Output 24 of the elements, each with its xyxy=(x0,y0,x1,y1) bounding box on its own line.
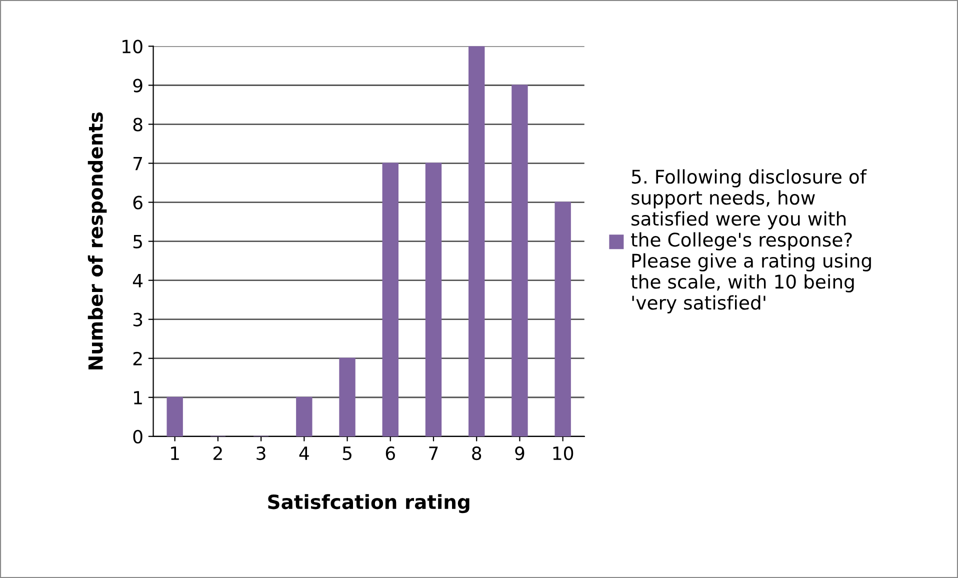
x-tick-label: 7 xyxy=(429,446,438,460)
x-tick-label: 2 xyxy=(214,446,222,460)
y-tick-label: 6 xyxy=(133,196,142,210)
y-tick-label: 4 xyxy=(132,274,143,288)
y-tick-label: 5 xyxy=(133,235,142,248)
x-axis-title: Satisfcation rating xyxy=(268,494,470,514)
x-tick-label: 10 xyxy=(553,446,574,460)
legend-label: 5. Following disclosure of support needs, how satisfied were you with the College's response? Please give a rating using the scale, with 10 being 'very satisfied' xyxy=(631,169,871,314)
x-tick-label: 6 xyxy=(386,446,395,460)
x-tick-label: 5 xyxy=(342,446,352,460)
x-tick-label: 1 xyxy=(171,446,179,460)
x-tick-label: 4 xyxy=(299,446,309,460)
y-tick-label: 2 xyxy=(133,352,142,366)
y-tick-label: 1 xyxy=(134,391,142,404)
y-tick-label: 0 xyxy=(133,430,142,444)
y-tick-label: 8 xyxy=(133,118,142,132)
y-axis-title: Number of respondents xyxy=(88,112,107,370)
x-tick-label: 8 xyxy=(472,446,482,460)
y-tick-label: 9 xyxy=(133,78,142,92)
y-tick-label: 7 xyxy=(134,156,142,170)
y-tick-label: 10 xyxy=(122,40,142,54)
x-tick-label: 9 xyxy=(515,446,524,460)
x-tick-label: 3 xyxy=(256,446,266,460)
y-tick-label: 3 xyxy=(133,312,142,326)
